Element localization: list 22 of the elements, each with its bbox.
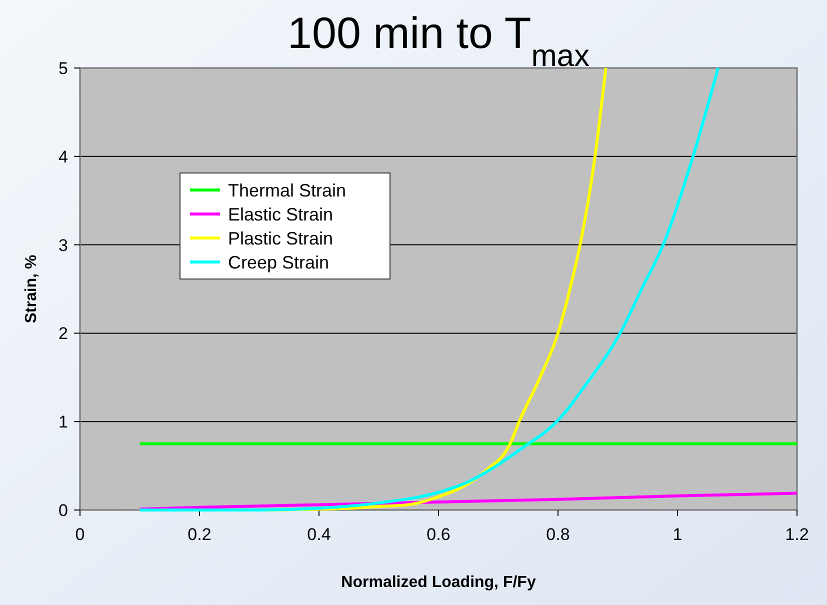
x-tick-label: 0 bbox=[75, 525, 85, 544]
legend-label: Elastic Strain bbox=[228, 204, 334, 224]
legend-label: Creep Strain bbox=[228, 252, 330, 272]
y-tick-label: 5 bbox=[58, 58, 68, 78]
x-tick-label: 0.4 bbox=[307, 525, 331, 544]
x-axis-title: Normalized Loading, F/Fy bbox=[341, 574, 536, 591]
y-tick-label: 0 bbox=[58, 500, 68, 520]
y-tick-label: 3 bbox=[58, 236, 68, 255]
y-tick-label: 1 bbox=[58, 412, 68, 432]
legend-label: Thermal Strain bbox=[228, 180, 346, 200]
x-tick-label: 1.2 bbox=[785, 525, 809, 544]
x-tick-label: 0.2 bbox=[188, 525, 212, 544]
y-tick-label: 2 bbox=[58, 324, 68, 344]
line-series bbox=[138, 66, 720, 512]
x-tick-label: 0.8 bbox=[546, 525, 570, 544]
y-tick-label: 4 bbox=[58, 147, 68, 166]
chart-title: 100 min to T$_{max}$ bbox=[288, 9, 590, 72]
y-axis-title: Strain, % bbox=[23, 254, 40, 324]
line-series bbox=[138, 492, 798, 511]
x-tick-label: 1 bbox=[672, 525, 682, 544]
x-tick-label: 0.6 bbox=[426, 525, 450, 544]
legend-label: Plastic Strain bbox=[228, 228, 334, 248]
